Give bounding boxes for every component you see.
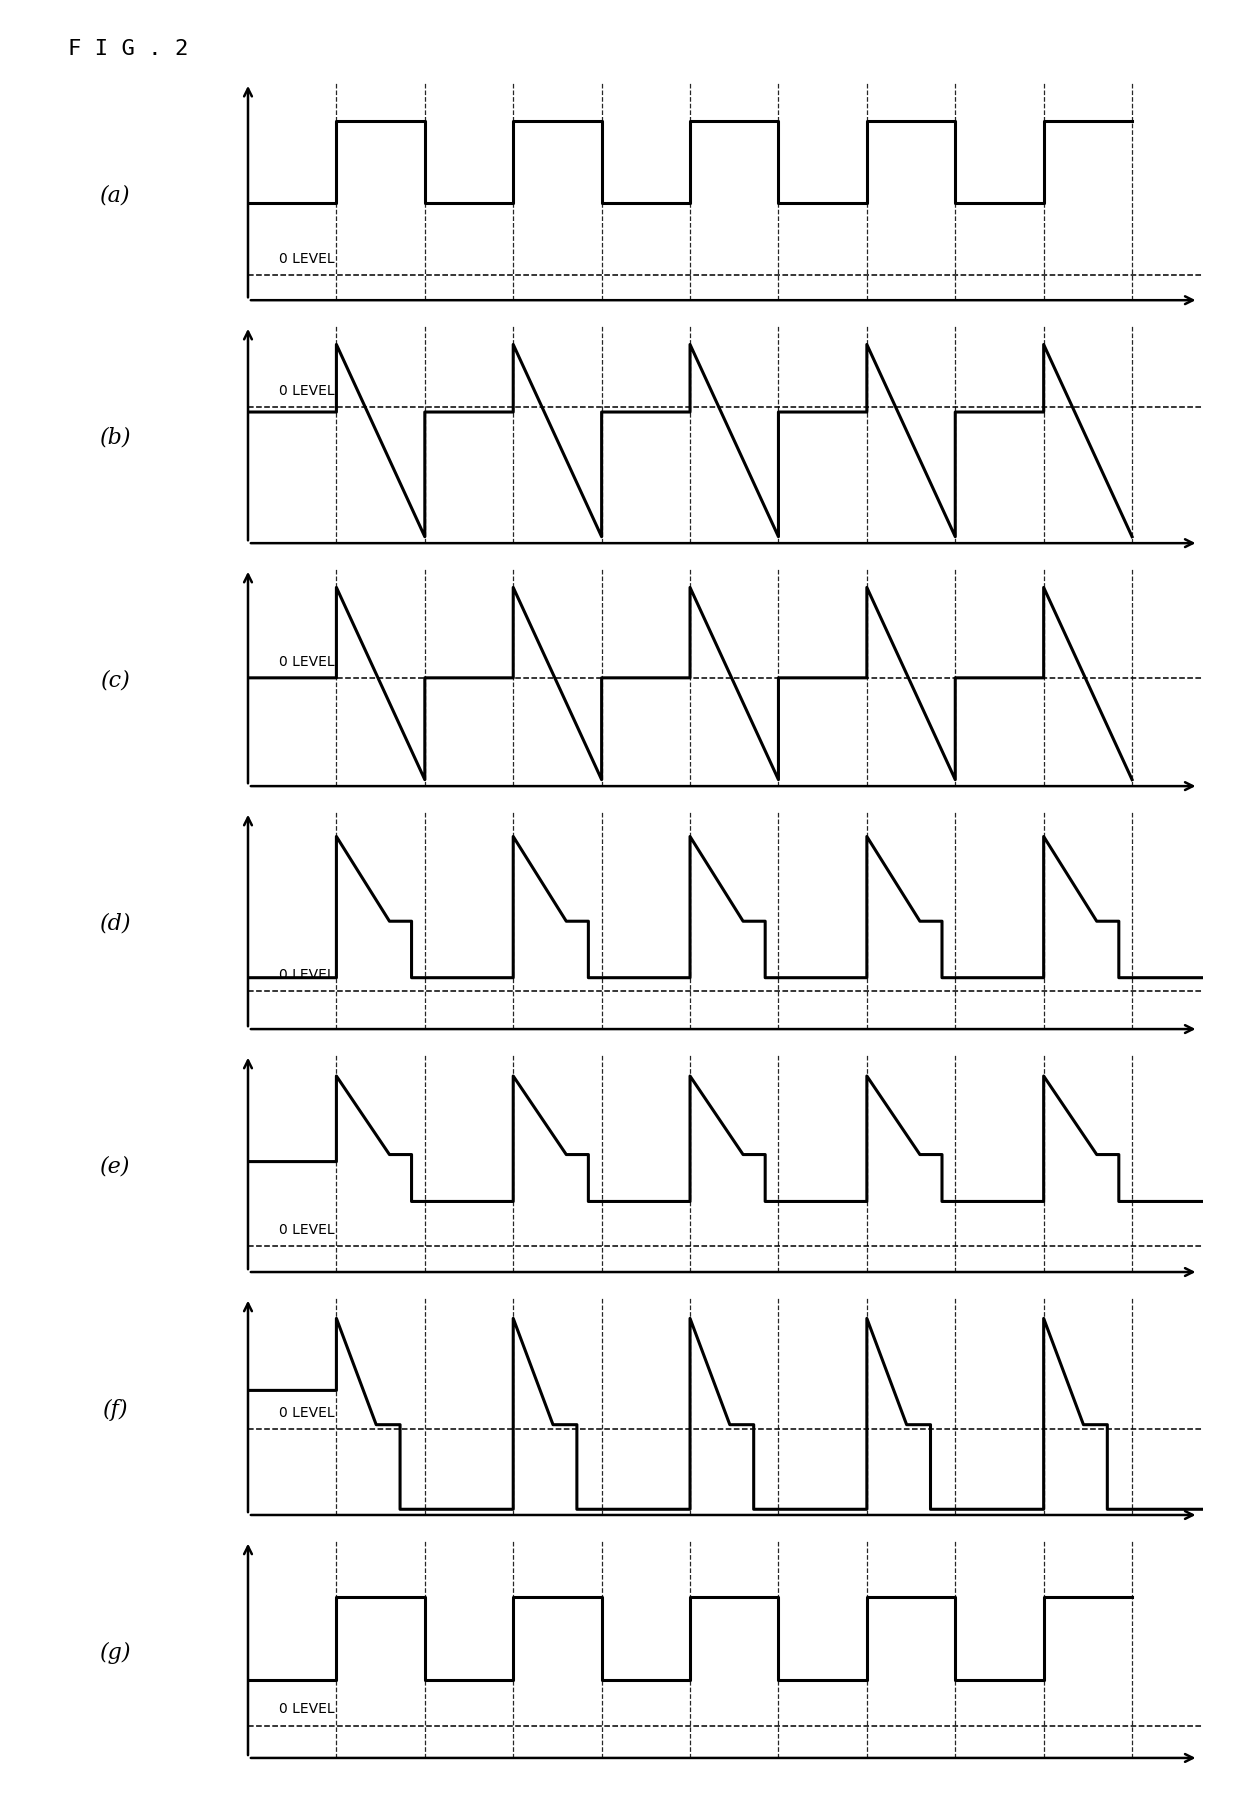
Text: 0 LEVEL: 0 LEVEL [279, 1703, 335, 1717]
Text: 0 LEVEL: 0 LEVEL [279, 251, 335, 266]
Text: (b): (b) [99, 427, 131, 448]
Text: 0 LEVEL: 0 LEVEL [279, 384, 335, 398]
Text: 0 LEVEL: 0 LEVEL [279, 655, 335, 669]
Text: (d): (d) [99, 913, 131, 935]
Text: (g): (g) [99, 1642, 131, 1663]
Text: 0 LEVEL: 0 LEVEL [279, 1224, 335, 1236]
Text: (f): (f) [103, 1399, 128, 1421]
Text: 0 LEVEL: 0 LEVEL [279, 1406, 335, 1421]
Text: (c): (c) [100, 669, 130, 692]
Text: (a): (a) [100, 185, 130, 206]
Text: F I G . 2: F I G . 2 [68, 39, 188, 59]
Text: 0 LEVEL: 0 LEVEL [279, 969, 335, 981]
Text: (e): (e) [100, 1155, 130, 1179]
